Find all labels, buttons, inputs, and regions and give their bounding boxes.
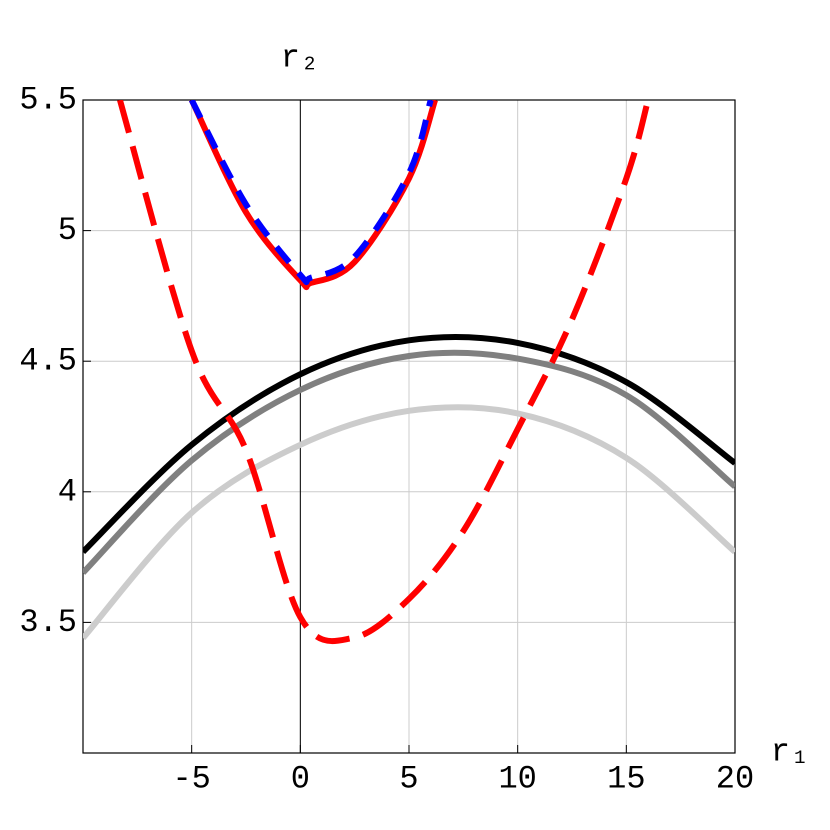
curve [189, 100, 434, 286]
x-tick-label: 5 [399, 760, 418, 797]
y-axis-label: r₂ [281, 39, 319, 76]
y-tick-label: 3.5 [19, 604, 77, 641]
curve [83, 333, 735, 555]
y-tick-label: 4 [58, 473, 77, 510]
x-tick-label: 20 [716, 760, 754, 797]
x-axis-label: r₁ [771, 733, 809, 770]
x-tick-label: 10 [498, 760, 536, 797]
curve [188, 100, 438, 291]
x-tick-label: 15 [607, 760, 645, 797]
curve [83, 349, 735, 575]
x-tick-label: 0 [291, 760, 310, 797]
x-tick-label: -5 [172, 760, 210, 797]
y-tick-label: 5.5 [19, 81, 77, 118]
y-tick-label: 5 [58, 212, 77, 249]
plot-frame [82, 99, 736, 754]
curve [117, 100, 651, 644]
curve [83, 404, 735, 641]
y-tick-label: 4.5 [19, 343, 77, 380]
